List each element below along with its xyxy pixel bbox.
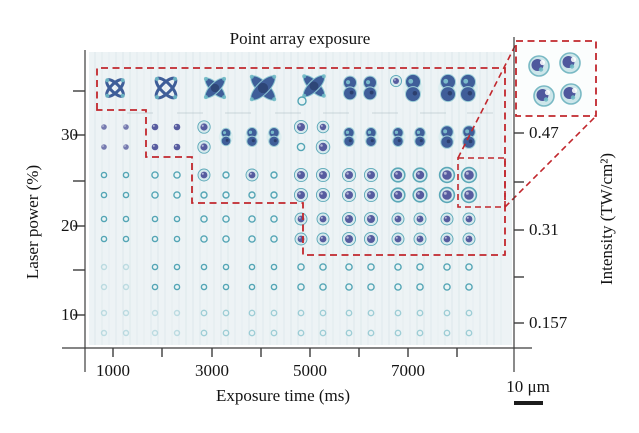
x-tick-label-3000: 3000 (195, 361, 229, 380)
right-axis-label: Intensity (TW/cm²) (597, 152, 616, 286)
scale-bar-label: 10 μm (506, 377, 550, 396)
y-tick-label-10: 10 (61, 305, 78, 324)
scale-bar (514, 401, 543, 405)
y-tick-label-30: 30 (61, 125, 78, 144)
x-tick-label-5000: 5000 (293, 361, 327, 380)
right-tick-label-047: 0.47 (529, 123, 559, 142)
x-axis-label: Exposure time (ms) (215, 386, 351, 405)
x-tick-label-7000: 7000 (391, 361, 425, 380)
right-tick-label-031: 0.31 (529, 220, 559, 239)
x-tick-label-1000: 1000 (96, 361, 130, 380)
right-tick-label-0157: 0.157 (529, 313, 568, 332)
y-tick-label-20: 20 (61, 216, 78, 235)
figure-title: Point array exposure (229, 29, 371, 48)
